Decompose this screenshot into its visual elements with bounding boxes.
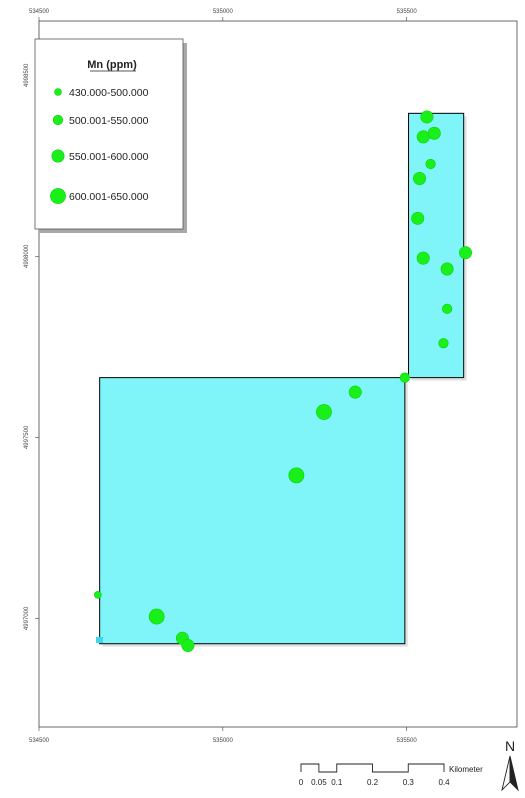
corner-marker (96, 637, 103, 643)
legend-label-3: 600.001-650.000 (69, 191, 149, 203)
sample-point-9 (416, 130, 430, 144)
y-tick-label-3: 4997000 (24, 606, 30, 630)
scale-bar-labels: 0 0.05 0.1 0.2 0.3 0.4 (299, 778, 450, 787)
legend-label-1: 500.001-550.000 (69, 115, 149, 127)
scale-bar-unit: Kilometer (449, 765, 483, 774)
sample-point-17 (442, 303, 453, 314)
north-arrow-left-half (501, 755, 511, 792)
scale-bar: 0 0.05 0.1 0.2 0.3 0.4 Kilometer (299, 763, 483, 787)
x-tick-label-top-1: 535000 (213, 9, 234, 15)
legend-label-0: 430.000-500.000 (69, 87, 149, 99)
x-tick-label-bottom-1: 535000 (213, 738, 234, 744)
legend-items: 430.000-500.000 500.001-550.000 550.001-60… (50, 87, 149, 204)
legend-title: Mn (ppm) (87, 59, 137, 71)
sample-point-15 (459, 246, 473, 260)
sample-point-7 (399, 372, 410, 383)
upper-survey-area (408, 112, 465, 379)
sample-point-3 (181, 639, 195, 653)
sample-point-6 (348, 385, 362, 399)
north-arrow: N (501, 738, 519, 792)
north-arrow-right-half (509, 755, 519, 792)
x-tick-label-top-2: 535500 (397, 9, 418, 15)
survey-polygons (99, 112, 467, 647)
sample-point-16 (440, 262, 454, 276)
y-tick-label-0: 4998500 (24, 63, 30, 87)
x-tick-label-top-0: 534500 (29, 9, 50, 15)
sample-point-18 (438, 338, 449, 349)
scale-bar-track (300, 763, 445, 773)
scale-tick-label-0: 0 (299, 778, 304, 787)
sample-point-5 (316, 404, 332, 420)
legend-symbol-1 (52, 114, 64, 126)
lower-survey-area (99, 377, 406, 645)
scale-tick-label-1: 0.05 (311, 778, 327, 787)
north-label: N (505, 738, 515, 754)
sample-point-8 (420, 110, 434, 124)
sample-point-1 (148, 608, 165, 625)
legend: Mn (ppm) 430.000-500.000 500.001-550.000 5… (34, 38, 187, 233)
legend-symbol-0 (54, 88, 62, 96)
legend-symbol-3 (50, 188, 66, 204)
scale-tick-label-4: 0.3 (403, 778, 415, 787)
sample-point-12 (413, 171, 427, 185)
sample-point-11 (425, 158, 436, 170)
scale-tick-label-5: 0.4 (438, 778, 450, 787)
y-tick-label-2: 4997500 (24, 425, 30, 449)
x-tick-label-bottom-0: 534500 (29, 738, 50, 744)
sample-points (94, 110, 473, 653)
y-tick-label-1: 4998000 (24, 244, 30, 268)
legend-label-2: 550.001-600.000 (69, 151, 149, 163)
scale-tick-label-2: 0.1 (331, 778, 343, 787)
sample-point-13 (411, 211, 425, 225)
sample-point-14 (416, 251, 430, 265)
legend-symbol-2 (51, 149, 65, 163)
sample-point-4 (288, 467, 305, 484)
x-tick-label-bottom-2: 535500 (397, 738, 418, 744)
scale-tick-label-3: 0.2 (367, 778, 379, 787)
sample-point-0 (94, 591, 102, 599)
sample-point-10 (427, 126, 441, 140)
